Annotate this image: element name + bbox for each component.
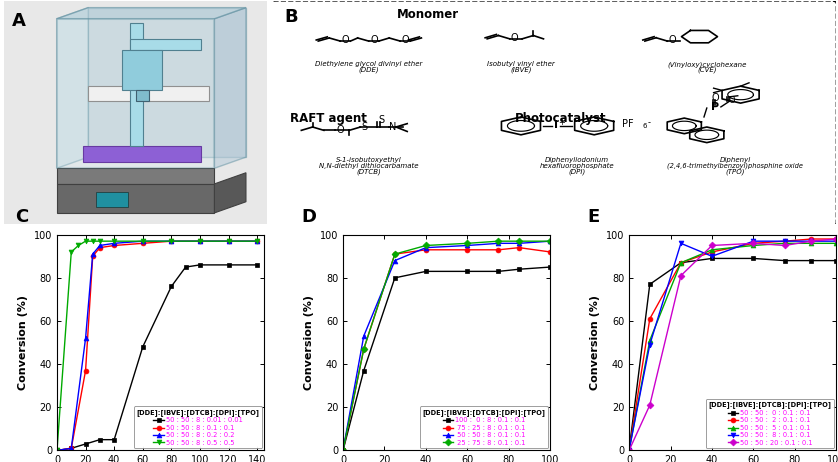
Text: E: E: [587, 208, 600, 226]
Text: O: O: [370, 36, 378, 45]
Text: N: N: [389, 122, 396, 132]
Bar: [96, 192, 127, 207]
Text: +: +: [558, 118, 565, 127]
Y-axis label: Conversion (%): Conversion (%): [304, 295, 314, 390]
Polygon shape: [83, 146, 201, 162]
Text: RAFT agent: RAFT agent: [290, 112, 367, 126]
Polygon shape: [57, 19, 215, 168]
Text: Diphenyliodonium: Diphenyliodonium: [546, 157, 609, 163]
Text: O: O: [402, 36, 410, 45]
Text: S-1-isobutoxyethyl: S-1-isobutoxyethyl: [336, 157, 401, 163]
Polygon shape: [215, 7, 246, 168]
Legend: 50 : 50 :  0 : 0.1 : 0.1, 50 : 50 :  2 : 0.1 : 0.1, 50 : 50 :  5 : 0.1 : 0.1, 50: 50 : 50 : 0 : 0.1 : 0.1, 50 : 50 : 2 : 0…: [706, 399, 835, 449]
FancyBboxPatch shape: [271, 1, 836, 225]
Polygon shape: [136, 90, 148, 101]
Text: (CVE): (CVE): [697, 67, 716, 73]
Text: 6: 6: [642, 123, 647, 129]
Polygon shape: [131, 39, 201, 50]
Text: Diphenyl: Diphenyl: [719, 157, 751, 163]
Text: hexafluorophosphate: hexafluorophosphate: [540, 163, 614, 169]
Text: (DTCB): (DTCB): [356, 168, 381, 175]
Text: B: B: [284, 7, 298, 25]
Text: (DPI): (DPI): [569, 168, 586, 175]
Text: P: P: [711, 102, 719, 112]
Text: Photocatalyst: Photocatalyst: [515, 112, 607, 126]
Text: Diethylene glycol divinyl ether: Diethylene glycol divinyl ether: [315, 61, 422, 67]
Text: A: A: [12, 12, 26, 30]
Polygon shape: [57, 184, 215, 213]
Text: (2,4,6-trimethylbenzoyl)phosphine oxide: (2,4,6-trimethylbenzoyl)phosphine oxide: [667, 163, 803, 169]
Text: O: O: [336, 125, 344, 135]
Legend: 100 :  0 : 8 : 0.1 : 0.1,  75 : 25 : 8 : 0.1 : 0.1,  50 : 50 : 8 : 0.1 : 0.1,  2: 100 : 0 : 8 : 0.1 : 0.1, 75 : 25 : 8 : 0…: [420, 406, 548, 449]
Text: D: D: [302, 208, 317, 226]
Text: -: -: [648, 118, 650, 127]
Text: O: O: [511, 33, 519, 43]
Polygon shape: [122, 50, 162, 90]
Text: Isobutyl vinyl ether: Isobutyl vinyl ether: [487, 61, 555, 67]
Y-axis label: Conversion (%): Conversion (%): [18, 295, 28, 390]
Text: N,N-diethyl dithiocarbamate: N,N-diethyl dithiocarbamate: [319, 163, 419, 169]
Polygon shape: [215, 173, 246, 213]
Polygon shape: [57, 7, 246, 19]
Text: (DDE): (DDE): [359, 67, 380, 73]
Text: PF: PF: [623, 119, 634, 128]
Text: C: C: [16, 208, 28, 226]
Text: (TPO): (TPO): [725, 168, 745, 175]
Text: S: S: [378, 116, 385, 125]
Text: S: S: [361, 122, 367, 132]
Polygon shape: [88, 7, 246, 157]
Text: O: O: [669, 36, 676, 45]
Text: (Vinyloxy)cyclohexane: (Vinyloxy)cyclohexane: [667, 61, 747, 67]
Y-axis label: Conversion (%): Conversion (%): [590, 295, 600, 390]
Text: I: I: [554, 120, 558, 130]
Text: O: O: [729, 96, 736, 105]
Polygon shape: [57, 7, 88, 168]
Text: O: O: [711, 93, 719, 103]
Polygon shape: [88, 86, 210, 101]
Polygon shape: [57, 168, 215, 184]
Text: (IBVE): (IBVE): [510, 67, 532, 73]
Legend: 50 : 50 : 8 : 0.01 : 0.01, 50 : 50 : 8 : 0.1 : 0.1, 50 : 50 : 8 : 0.2 : 0.2, 50 : 50 : 50 : 8 : 0.01 : 0.01, 50 : 50 : 8 :…: [134, 406, 262, 449]
Bar: [131, 23, 143, 146]
Text: Monomer: Monomer: [397, 7, 459, 21]
Text: O: O: [342, 36, 349, 45]
